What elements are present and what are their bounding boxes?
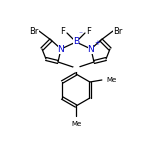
Text: F: F xyxy=(86,28,92,36)
Text: Me: Me xyxy=(107,77,117,83)
Text: Me: Me xyxy=(71,121,81,127)
Text: +: + xyxy=(94,40,100,46)
Text: N: N xyxy=(88,45,94,54)
Text: B: B xyxy=(73,38,79,47)
Text: ⁻: ⁻ xyxy=(78,29,82,38)
Text: N: N xyxy=(58,45,64,54)
Text: F: F xyxy=(60,28,66,36)
Text: Br: Br xyxy=(113,26,123,36)
Text: Br: Br xyxy=(29,26,39,36)
